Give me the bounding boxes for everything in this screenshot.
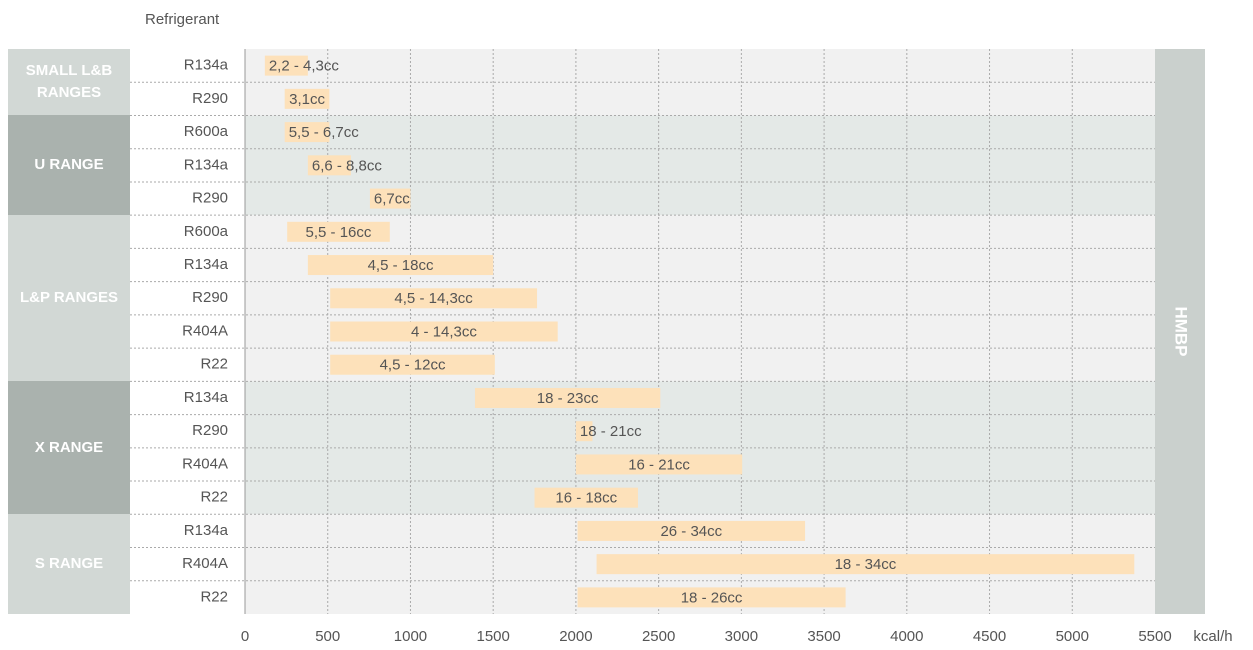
x-tick-label: 2000	[559, 628, 592, 645]
refrigerant-label: R404A	[182, 455, 228, 472]
bar	[307, 255, 494, 276]
bar	[284, 88, 330, 109]
bar-label: 18 - 34cc	[835, 556, 897, 573]
bar-label: 4 - 14,3cc	[411, 323, 477, 340]
x-tick-label: 5500	[1138, 628, 1171, 645]
x-tick-label: 3000	[725, 628, 758, 645]
bar	[577, 587, 846, 608]
refrigerant-label: R290	[192, 190, 228, 207]
refrigerant-label: R404A	[182, 322, 228, 339]
refrigerant-label: R22	[200, 356, 228, 373]
bars	[264, 55, 1135, 608]
bar-label: 3,1cc	[289, 91, 325, 108]
bar	[596, 554, 1135, 575]
bar	[330, 354, 495, 375]
bar-label: 4,5 - 18cc	[368, 257, 434, 274]
bar-label: 5,5 - 6,7cc	[289, 124, 360, 141]
refrigerant-label: R404A	[182, 555, 228, 572]
bar-label: 18 - 23cc	[537, 390, 599, 407]
x-axis-label: kcal/h	[1193, 628, 1232, 645]
refrigerant-label: R600a	[184, 223, 229, 240]
x-tick-label: 3500	[807, 628, 840, 645]
bar-label: 26 - 34cc	[660, 523, 722, 540]
bar-label: 4,5 - 12cc	[380, 357, 446, 374]
bar	[534, 487, 638, 508]
refrigerant-label: R22	[200, 588, 228, 605]
bar-label: 18 - 21cc	[580, 423, 642, 440]
x-tick-label: 1000	[394, 628, 427, 645]
bar-label: 6,7cc	[374, 191, 410, 208]
x-tick-label: 0	[241, 628, 249, 645]
bar	[577, 520, 806, 541]
refrigerant-label: R134a	[184, 256, 229, 273]
x-tick-label: 4500	[973, 628, 1006, 645]
x-tick-label: 2500	[642, 628, 675, 645]
refrigerant-label: R134a	[184, 389, 229, 406]
refrigerant-label: R134a	[184, 522, 229, 539]
bar-label: 16 - 18cc	[555, 490, 617, 507]
grid	[130, 49, 1155, 614]
bar-label: 5,5 - 16cc	[306, 224, 372, 241]
group-label: X RANGE	[8, 381, 130, 515]
bar-label: 18 - 26cc	[681, 589, 743, 606]
bar	[369, 188, 411, 209]
refrigerant-label: R290	[192, 90, 228, 107]
bar	[264, 55, 308, 76]
bar-label: 16 - 21cc	[628, 456, 690, 473]
refrigerant-label: R600a	[184, 123, 229, 140]
side-band	[1155, 49, 1205, 614]
bar-label: 6,6 - 8,8cc	[312, 157, 383, 174]
bar	[474, 387, 661, 408]
bar	[330, 321, 558, 342]
bar	[284, 122, 330, 143]
bar-label: 4,5 - 14,3cc	[394, 290, 473, 307]
x-tick-label: 5000	[1056, 628, 1089, 645]
column-header: Refrigerant	[145, 11, 220, 28]
x-tick-label: 500	[315, 628, 340, 645]
side-label: HMBP	[1172, 306, 1191, 356]
group-label: U RANGE	[8, 115, 130, 216]
refrigerant-label: R134a	[184, 156, 229, 173]
bar	[330, 288, 538, 309]
bar-label: 2,2 - 4,3cc	[269, 58, 340, 75]
bar	[307, 155, 351, 176]
x-tick-label: 4000	[890, 628, 923, 645]
refrigerant-label: R290	[192, 289, 228, 306]
refrigerant-label: R290	[192, 422, 228, 439]
group-label: S RANGE	[8, 514, 130, 614]
refrigerant-label: R22	[200, 489, 228, 506]
group-label: L&P RANGES	[8, 215, 130, 382]
x-tick-label: 1500	[476, 628, 509, 645]
bar	[575, 454, 743, 475]
group-label: SMALL L&B RANGES	[8, 49, 130, 116]
refrigerant-label: R134a	[184, 57, 229, 74]
bar	[575, 421, 593, 442]
bar	[287, 221, 390, 242]
